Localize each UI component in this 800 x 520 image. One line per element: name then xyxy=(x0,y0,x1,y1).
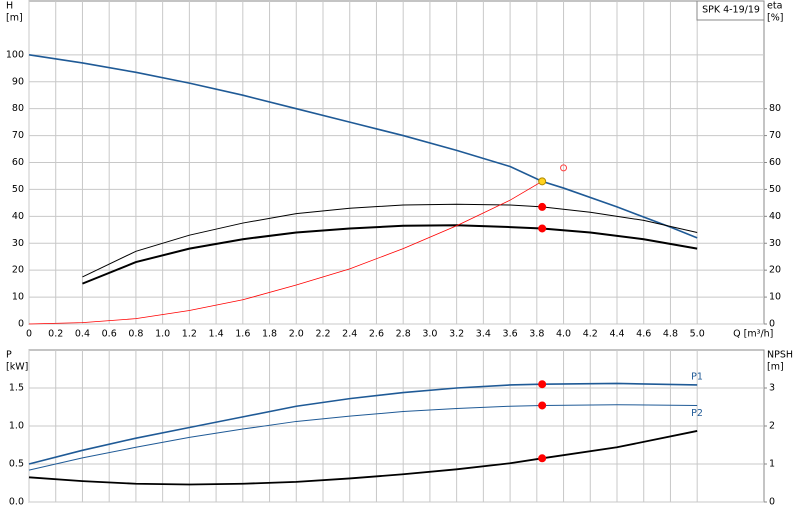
y2-tick-label: 80 xyxy=(769,103,781,114)
x-tick-label: 1.0 xyxy=(155,329,170,340)
x-tick-label: 1.8 xyxy=(262,329,277,340)
y-tick-label: 90 xyxy=(12,76,24,87)
x-tick-label: 3.8 xyxy=(529,329,544,340)
x-tick-label: 4.8 xyxy=(663,329,678,340)
x-tick-label: 2.6 xyxy=(369,329,384,340)
x-tick-label: 1.2 xyxy=(182,329,197,340)
x-tick-label: 2.0 xyxy=(289,329,304,340)
y2-tick-label: 20 xyxy=(769,265,781,276)
operating-point xyxy=(538,380,547,389)
y2-axis-title: [%] xyxy=(767,13,783,24)
y2-tick-label: 0 xyxy=(769,497,775,508)
y2-tick-label: 1 xyxy=(769,459,775,470)
y2-tick-label: 30 xyxy=(769,238,781,249)
operating-point xyxy=(538,202,547,211)
operating-point xyxy=(538,177,547,186)
x-tick-label: 4.2 xyxy=(583,329,598,340)
series-label: P1 xyxy=(691,371,703,382)
operating-point xyxy=(538,454,547,463)
y2-tick-label: 40 xyxy=(769,211,781,222)
y-tick-label: 20 xyxy=(12,265,24,276)
y-tick-label: 50 xyxy=(12,184,24,195)
x-tick-label: 4.0 xyxy=(556,329,571,340)
y-tick-label: 40 xyxy=(12,211,24,222)
x-tick-label: 2.2 xyxy=(315,329,330,340)
x-tick-label: 0.4 xyxy=(75,329,90,340)
y-tick-label: 30 xyxy=(12,238,24,249)
x-tick-label: 1.6 xyxy=(235,329,250,340)
series-line xyxy=(28,180,543,325)
y2-axis-title: [m] xyxy=(767,362,784,373)
operating-point xyxy=(538,224,547,233)
y2-tick-label: 10 xyxy=(769,292,781,303)
chart-title: SPK 4-19/19 xyxy=(702,5,760,16)
y2-tick-label: 2 xyxy=(769,421,775,432)
y2-tick-label: 0 xyxy=(769,319,775,330)
series-line xyxy=(28,54,698,239)
y-tick-label: 1.5 xyxy=(9,383,24,394)
y-tick-label: 0.5 xyxy=(9,459,24,470)
x-tick-label: 3.2 xyxy=(449,329,464,340)
x-tick-label: 4.4 xyxy=(609,329,624,340)
y-tick-label: 1.0 xyxy=(9,421,24,432)
y-tick-label: 80 xyxy=(12,103,24,114)
x-tick-label: 5.0 xyxy=(690,329,705,340)
x-axis-title: Q [m³/h] xyxy=(733,329,773,340)
x-tick-label: 0.8 xyxy=(128,329,143,340)
y2-tick-label: 60 xyxy=(769,157,781,168)
operating-point xyxy=(560,164,568,172)
y-axis-title: H xyxy=(6,1,13,12)
x-tick-label: 2.8 xyxy=(396,329,411,340)
y2-axis-title: NPSH xyxy=(767,350,793,361)
y-tick-label: 100 xyxy=(6,49,24,60)
x-tick-label: 0.2 xyxy=(48,329,63,340)
y2-tick-label: 3 xyxy=(769,383,775,394)
x-tick-label: 0 xyxy=(26,329,32,340)
y2-tick-label: 50 xyxy=(769,184,781,195)
y-tick-label: 70 xyxy=(12,130,24,141)
x-tick-label: 1.4 xyxy=(209,329,224,340)
y-tick-label: 60 xyxy=(12,157,24,168)
y2-axis-title: eta xyxy=(767,1,782,12)
y2-tick-label: 70 xyxy=(769,130,781,141)
x-tick-label: 3.6 xyxy=(503,329,518,340)
y-axis-title: [kW] xyxy=(6,362,28,373)
y-tick-label: 10 xyxy=(12,292,24,303)
x-tick-label: 0.6 xyxy=(102,329,117,340)
x-tick-label: 3.4 xyxy=(476,329,491,340)
x-tick-label: 3.0 xyxy=(422,329,437,340)
x-tick-label: 2.4 xyxy=(342,329,357,340)
y-axis-title: [m] xyxy=(6,13,23,24)
x-tick-label: 4.6 xyxy=(636,329,651,340)
title-box xyxy=(696,0,765,21)
series-line xyxy=(82,203,698,278)
y-axis-title: P xyxy=(6,350,12,361)
series-line xyxy=(82,224,698,285)
y-tick-label: 0 xyxy=(18,319,24,330)
series-label: P2 xyxy=(691,408,703,419)
y-tick-label: 0.0 xyxy=(9,497,24,508)
operating-point xyxy=(538,401,547,410)
